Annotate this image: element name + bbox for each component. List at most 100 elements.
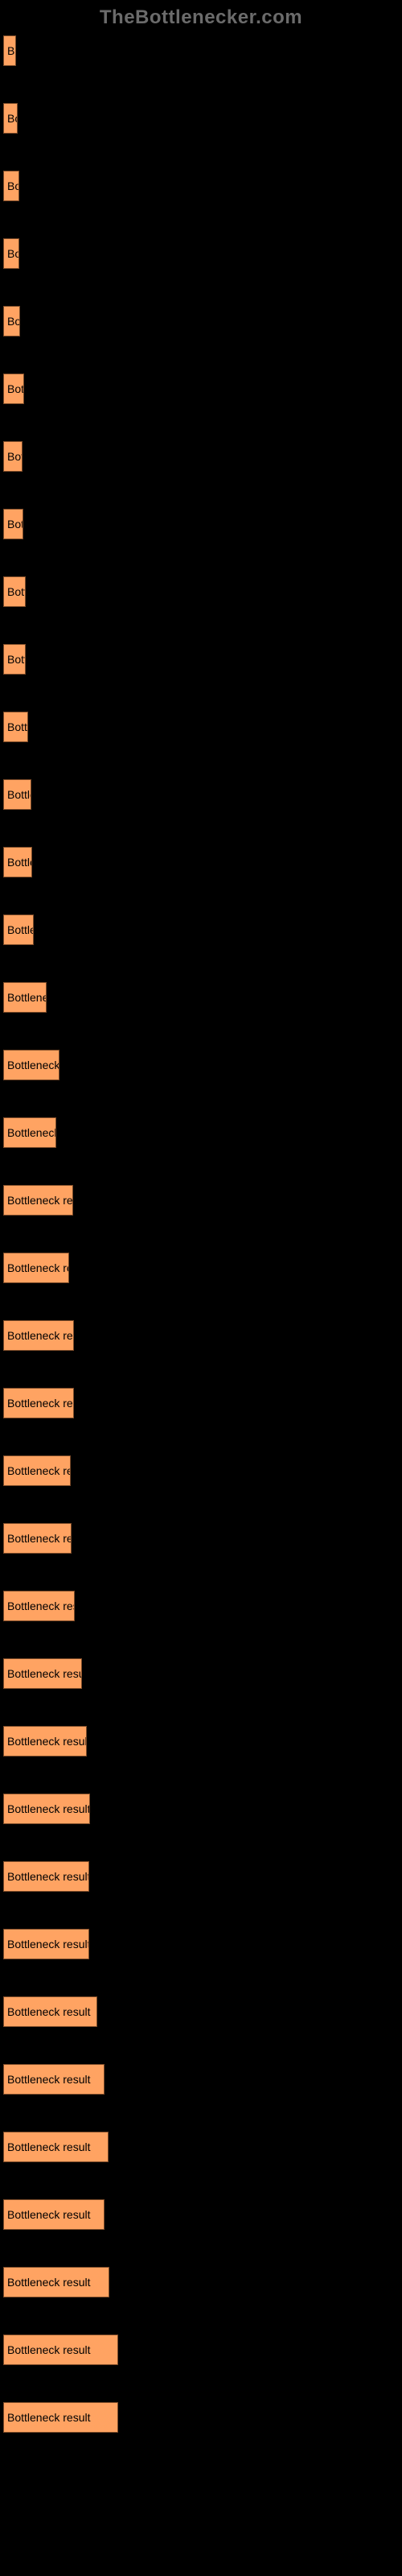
bar-label: Bottleneck result (7, 2343, 91, 2356)
bar-label: Bottleneck result (7, 112, 18, 125)
bar-row: Bottleneck result (3, 1050, 399, 1080)
bar: Bottleneck result (3, 2199, 105, 2230)
bar: Bottleneck result (3, 1320, 74, 1351)
bar: Bottleneck result (3, 1050, 59, 1080)
bar: Bottleneck result (3, 2064, 105, 2095)
bar: Bottleneck result (3, 238, 19, 269)
bar-label: Bottleneck result (7, 1735, 87, 1748)
bar: Bottleneck result (3, 1388, 74, 1418)
bar-row: Bottleneck result (3, 2402, 399, 2433)
bar-label: Bottleneck result (7, 518, 23, 530)
bar-label: Bottleneck result (7, 315, 20, 328)
bar-row: Bottleneck result (3, 576, 399, 607)
bar-label: Bottleneck result (7, 653, 26, 666)
bar-row: Bottleneck result (3, 1455, 399, 1486)
bar: Bottleneck result (3, 306, 20, 336)
bar-row: Bottleneck result (3, 306, 399, 336)
bar: Bottleneck result (3, 374, 24, 404)
bar: Bottleneck result (3, 1117, 56, 1148)
bar-row: Bottleneck result (3, 2199, 399, 2230)
bar-label: Bottleneck result (7, 1600, 75, 1612)
bar-row: Bottleneck result (3, 509, 399, 539)
bar-label: Bottleneck result (7, 450, 23, 463)
bar-label: Bottleneck result (7, 1938, 89, 1951)
bar-row: Bottleneck result (3, 779, 399, 810)
bar-row: Bottleneck result (3, 1996, 399, 2027)
bar-label: Bottleneck result (7, 247, 19, 260)
bar: Bottleneck result (3, 779, 31, 810)
bar-row: Bottleneck result (3, 2064, 399, 2095)
bar: Bottleneck result (3, 1185, 73, 1216)
bar: Bottleneck result (3, 2267, 109, 2297)
bar: Bottleneck result (3, 847, 32, 877)
bar: Bottleneck result (3, 1861, 89, 1892)
bar: Bottleneck result (3, 2402, 118, 2433)
bar-label: Bottleneck result (7, 2276, 91, 2289)
bar-row: Bottleneck result (3, 1929, 399, 1959)
bar: Bottleneck result (3, 1523, 72, 1554)
bar-label: Bottleneck result (7, 382, 24, 395)
bar-label: Bottleneck result (7, 2140, 91, 2153)
bar-row: Bottleneck result (3, 982, 399, 1013)
bar: Bottleneck result (3, 1929, 89, 1959)
bar-label: Bottleneck result (7, 1329, 74, 1342)
bar: Bottleneck result (3, 1253, 69, 1283)
bar-row: Bottleneck result (3, 374, 399, 404)
bar-label: Bottleneck result (7, 1126, 56, 1139)
bar-row: Bottleneck result (3, 1658, 399, 1689)
bar-label: Bottleneck result (7, 44, 16, 57)
bar-label: Bottleneck result (7, 180, 19, 192)
bar-label: Bottleneck result (7, 1802, 90, 1815)
bar: Bottleneck result (3, 982, 47, 1013)
bar-label: Bottleneck result (7, 1667, 82, 1680)
bar-row: Bottleneck result (3, 1794, 399, 1824)
bar: Bottleneck result (3, 509, 23, 539)
bar-label: Bottleneck result (7, 1532, 72, 1545)
bar-row: Bottleneck result (3, 238, 399, 269)
bar: Bottleneck result (3, 1591, 75, 1621)
bar-label: Bottleneck result (7, 2208, 91, 2221)
bar-row: Bottleneck result (3, 914, 399, 945)
bar: Bottleneck result (3, 644, 26, 675)
bar-label: Bottleneck result (7, 720, 28, 733)
bar-row: Bottleneck result (3, 644, 399, 675)
bar: Bottleneck result (3, 712, 28, 742)
bar-row: Bottleneck result (3, 712, 399, 742)
bar-row: Bottleneck result (3, 847, 399, 877)
bar-row: Bottleneck result (3, 1726, 399, 1757)
bar: Bottleneck result (3, 1996, 97, 2027)
bar: Bottleneck result (3, 576, 26, 607)
bar-label: Bottleneck result (7, 1261, 69, 1274)
watermark-text: TheBottlenecker.com (0, 0, 402, 35)
bar: Bottleneck result (3, 1455, 71, 1486)
bar-label: Bottleneck result (7, 2005, 91, 2018)
bar-label: Bottleneck result (7, 2411, 91, 2424)
bar-label: Bottleneck result (7, 2073, 91, 2086)
bar-row: Bottleneck result (3, 1523, 399, 1554)
bar-chart: Bottleneck result Bottleneck result Bottle… (0, 35, 402, 2486)
bar-label: Bottleneck result (7, 1194, 73, 1207)
bar-row: Bottleneck result (3, 2132, 399, 2162)
bar: Bottleneck result (3, 1726, 87, 1757)
bar: Bottleneck result (3, 171, 19, 201)
bar-row: Bottleneck result (3, 1591, 399, 1621)
bar-row: Bottleneck result (3, 2267, 399, 2297)
bar: Bottleneck result (3, 1658, 82, 1689)
bar-row: Bottleneck result (3, 1117, 399, 1148)
bar-row: Bottleneck result (3, 103, 399, 134)
bar-label: Bottleneck result (7, 856, 32, 869)
bar: Bottleneck result (3, 2334, 118, 2365)
bar-row: Bottleneck result (3, 1388, 399, 1418)
bar: Bottleneck result (3, 914, 34, 945)
bar-label: Bottleneck result (7, 1464, 71, 1477)
bar-row: Bottleneck result (3, 1253, 399, 1283)
bar: Bottleneck result (3, 103, 18, 134)
bar-label: Bottleneck result (7, 585, 26, 598)
bar-row: Bottleneck result (3, 2334, 399, 2365)
bar-label: Bottleneck result (7, 1059, 59, 1071)
bar-label: Bottleneck result (7, 1870, 89, 1883)
bar-row: Bottleneck result (3, 441, 399, 472)
bar-row: Bottleneck result (3, 171, 399, 201)
bar: Bottleneck result (3, 441, 23, 472)
bar-row: Bottleneck result (3, 35, 399, 66)
